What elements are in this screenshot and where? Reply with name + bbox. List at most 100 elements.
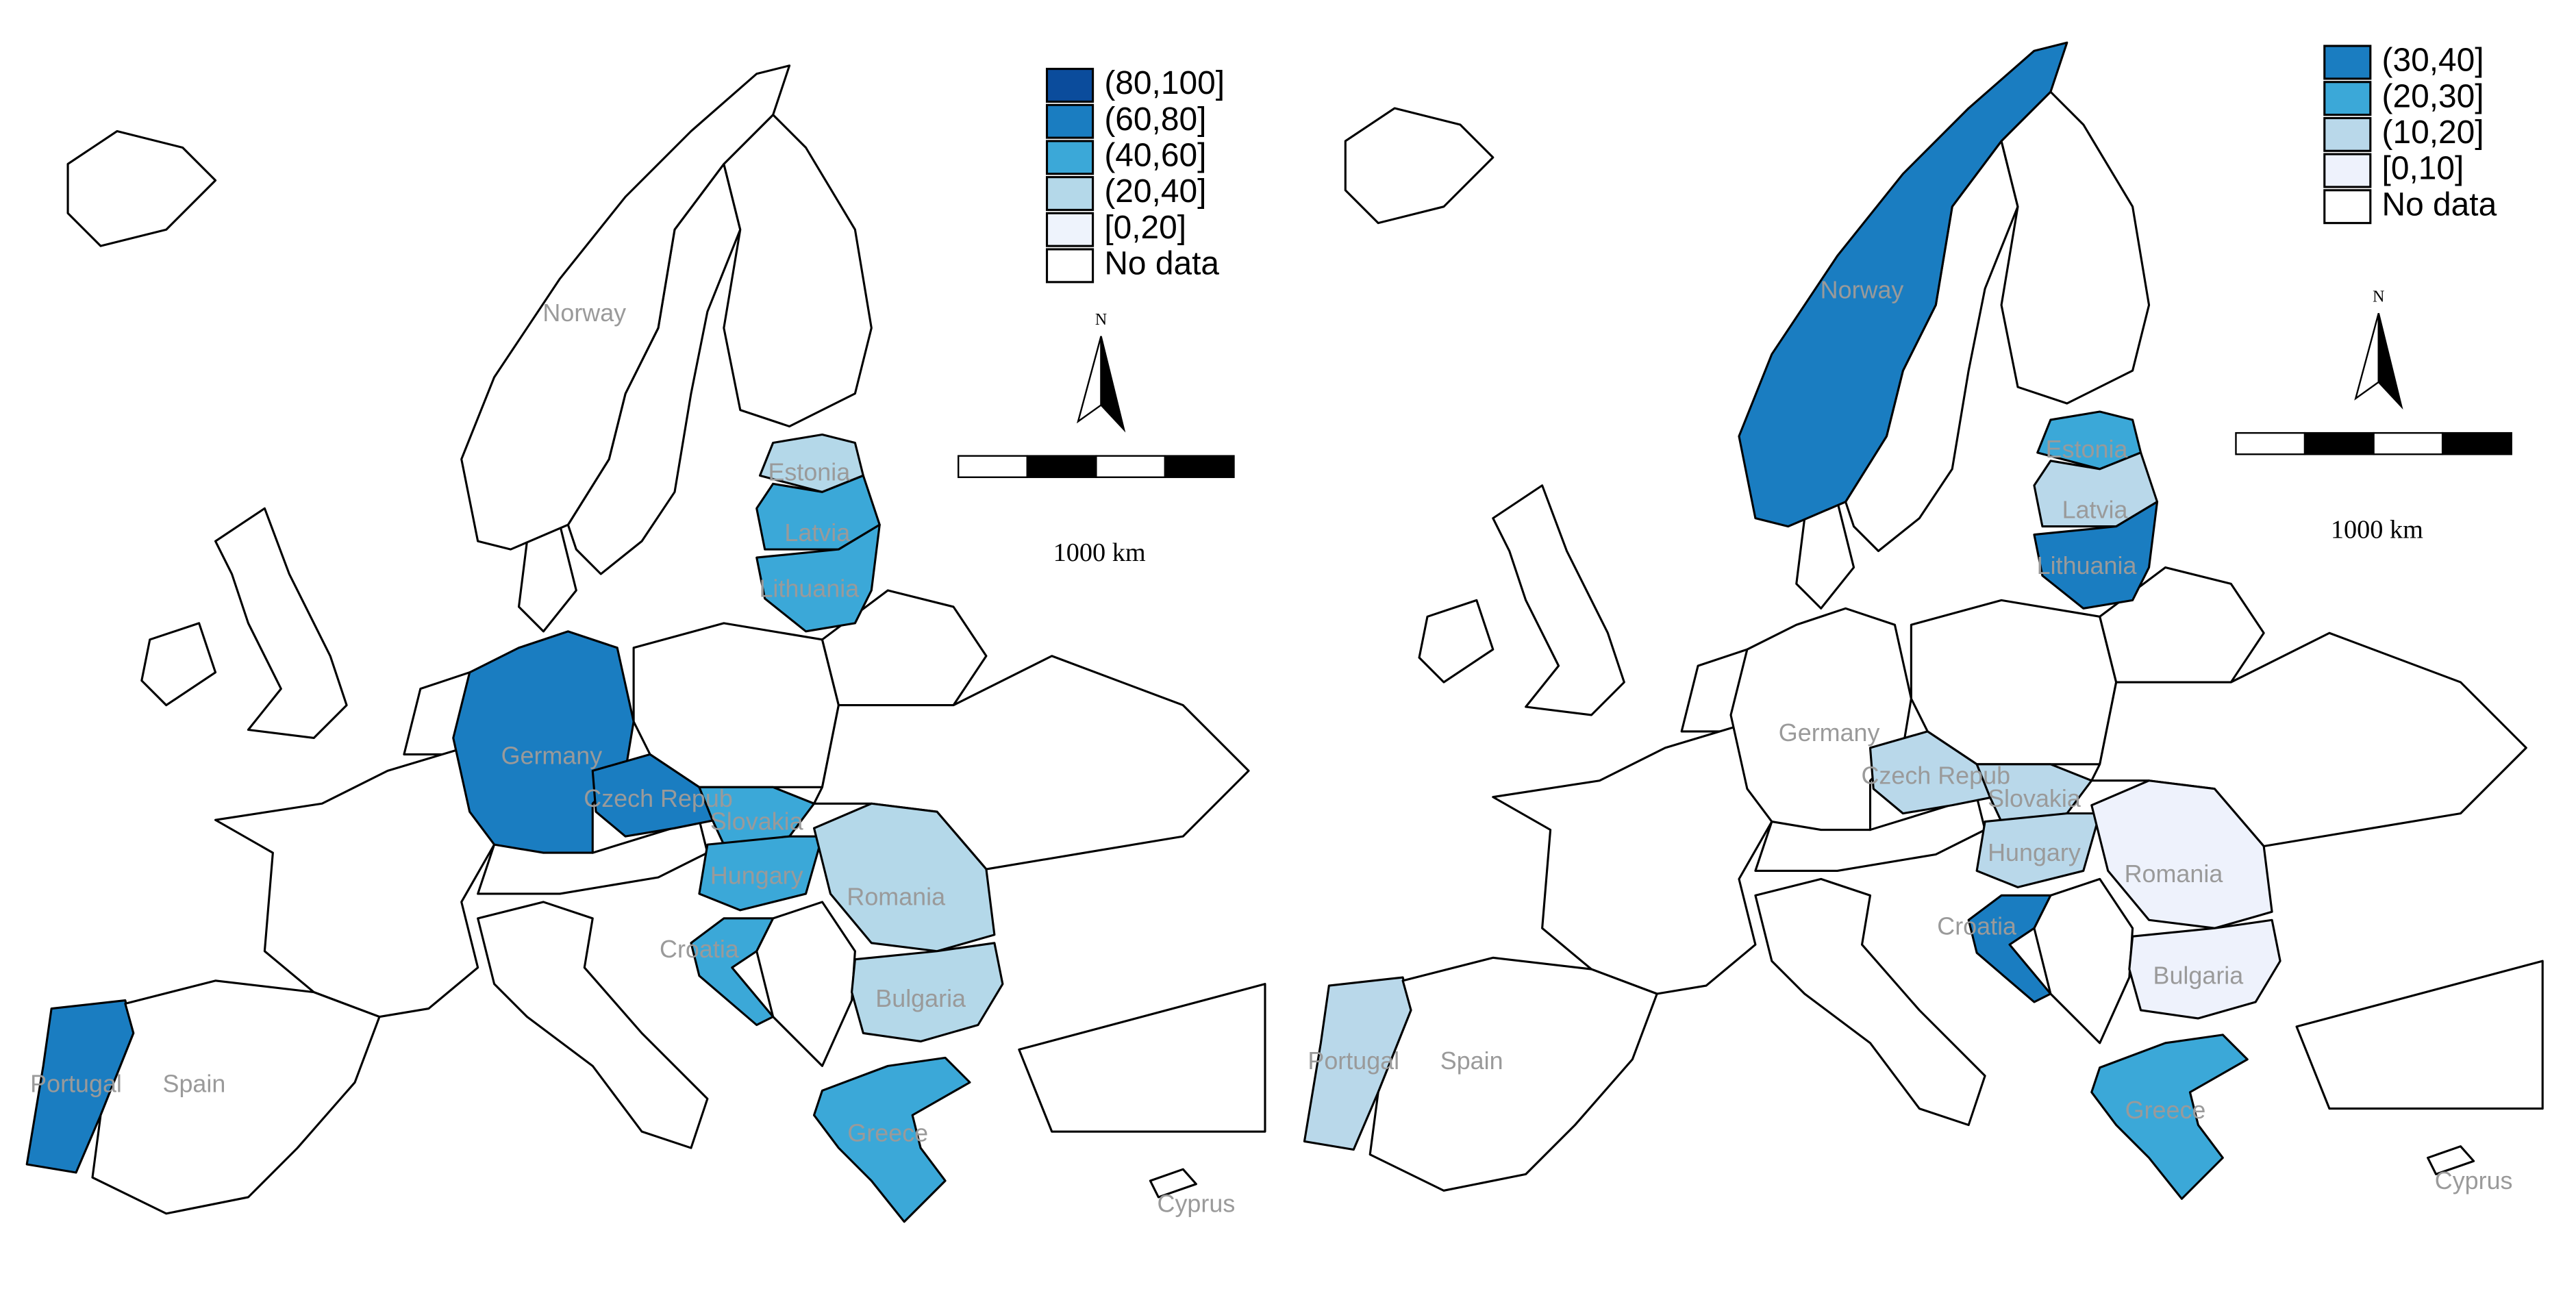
country-label: Spain <box>163 1070 226 1098</box>
country-label: Estonia <box>768 458 850 486</box>
country-label: Germany <box>501 742 603 770</box>
legend-swatch <box>1045 248 1095 284</box>
country-shape <box>2295 960 2544 1110</box>
country-label: Norway <box>542 299 626 327</box>
country-label: Greece <box>847 1118 928 1147</box>
legend-swatch <box>2323 189 2372 225</box>
scale-bar-segment <box>1026 455 1097 478</box>
country-label: Romania <box>2125 860 2223 888</box>
country-label: Hungary <box>1988 838 2081 866</box>
country-label: Slovakia <box>1988 784 2081 812</box>
legend-swatch <box>1045 103 1095 139</box>
country-shape <box>1492 722 1773 995</box>
scale-label: 1000 km <box>1053 538 1146 567</box>
country-shape <box>1754 796 1986 872</box>
country-shape <box>2000 90 2151 405</box>
legend-label: (10,20] <box>2382 114 2484 151</box>
north-arrow-left <box>2354 313 2379 401</box>
legend-label: [0,10] <box>2382 151 2464 187</box>
country-shape <box>214 744 496 1018</box>
legend-label: (40,60] <box>1104 138 1206 174</box>
legend-swatch <box>2323 45 2372 80</box>
country-shape <box>812 1056 971 1223</box>
country-shape <box>2090 779 2273 929</box>
legend-swatch <box>1045 212 1095 247</box>
country-shape <box>214 507 348 740</box>
country-label: Croatia <box>660 935 739 963</box>
scale-bar-segment <box>2373 431 2444 455</box>
country-label: Norway <box>1821 276 1904 304</box>
country-shape <box>91 979 381 1215</box>
map-right: Norway Estonia Latvia Lithuania Germany Czech… <box>1303 41 2544 1200</box>
country-shape <box>460 64 791 551</box>
north-label: N <box>1095 311 1107 329</box>
country-shape <box>755 901 856 1067</box>
country-shape <box>1344 107 1495 225</box>
legend-label: (20,30] <box>2382 78 2484 114</box>
north-arrow-left <box>1076 336 1102 424</box>
country-label: Czech Repub <box>1862 761 2011 789</box>
country-shape <box>1149 1168 1197 1199</box>
country-shape <box>698 835 824 912</box>
country-shape <box>2427 1145 2475 1175</box>
country-label: Czech Repub <box>584 784 733 812</box>
north-label: N <box>2373 288 2384 306</box>
country-shape <box>812 802 996 953</box>
country-shape <box>2090 1034 2249 1200</box>
scale-bar-segment <box>1164 455 1235 478</box>
country-shape <box>1018 983 1266 1133</box>
legend-swatch <box>1045 176 1095 212</box>
country-shape <box>1418 599 1495 684</box>
country-shape <box>690 917 775 1027</box>
country-label: Greece <box>2125 1096 2206 1124</box>
country-shape <box>1492 484 1625 716</box>
legend-label: (30,40] <box>2382 42 2484 79</box>
country-shape <box>632 622 840 788</box>
north-arrow-right <box>1100 336 1126 433</box>
legend-label: (20,40] <box>1104 173 1206 210</box>
country-shape <box>2033 877 2134 1044</box>
country-shape <box>851 942 1004 1043</box>
country-shape <box>2033 451 2159 528</box>
country-label: Portugal <box>30 1070 122 1098</box>
country-label: Cyprus <box>2435 1166 2513 1194</box>
country-label: Bulgaria <box>2153 962 2244 990</box>
scale-bar-segment <box>958 455 1028 478</box>
country-shape <box>66 129 217 247</box>
country-label: Croatia <box>1937 912 2016 940</box>
legend-label: [0,20] <box>1104 210 1186 246</box>
country-shape <box>477 901 709 1149</box>
scale-bar-segment <box>2303 431 2375 455</box>
country-shape <box>1967 894 2052 1003</box>
scale-label: 1000 km <box>2331 515 2423 544</box>
country-shape <box>1368 956 1658 1192</box>
country-label: Lithuania <box>2037 551 2137 579</box>
country-label: Hungary <box>710 861 803 889</box>
legend-swatch <box>2323 116 2372 152</box>
scale-bar-segment <box>2441 431 2512 455</box>
legend-label: (80,100] <box>1104 65 1225 101</box>
country-shape <box>1729 607 1912 831</box>
country-label: Romania <box>847 883 945 911</box>
legend-label: No data <box>2382 186 2497 223</box>
country-shape <box>723 114 873 428</box>
scale-bar-segment <box>2235 431 2306 455</box>
country-shape <box>140 622 217 707</box>
country-label: Bulgaria <box>875 984 966 1012</box>
map-left: Norway Estonia Latvia Lithuania Germany Czech… <box>25 64 1266 1223</box>
country-label: Germany <box>1779 718 1880 747</box>
country-shape <box>1868 730 1994 815</box>
country-shape <box>755 474 881 551</box>
north-arrow-right <box>2377 313 2403 410</box>
country-label: Slovakia <box>710 807 803 835</box>
country-shape <box>755 523 881 633</box>
country-label: Lithuania <box>759 574 859 602</box>
country-shape <box>1975 812 2101 888</box>
country-label: Cyprus <box>1158 1189 1236 1217</box>
country-label: Portugal <box>1308 1047 1399 1075</box>
country-shape <box>1754 877 1986 1127</box>
country-shape <box>477 818 709 895</box>
country-label: Latvia <box>2062 496 2128 524</box>
